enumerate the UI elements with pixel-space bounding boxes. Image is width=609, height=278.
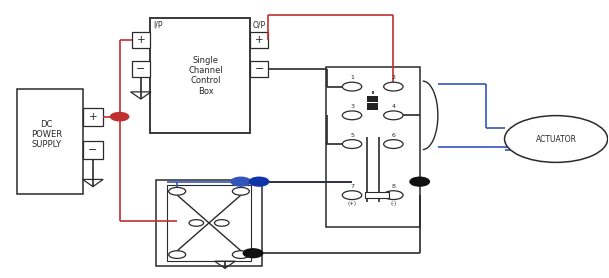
Bar <box>156 180 262 265</box>
Text: +: + <box>255 35 263 45</box>
Text: O/P: O/P <box>253 20 266 29</box>
Circle shape <box>169 251 186 259</box>
Circle shape <box>243 249 262 258</box>
Circle shape <box>384 111 403 120</box>
Circle shape <box>342 140 362 148</box>
Bar <box>83 141 103 159</box>
Circle shape <box>233 251 249 259</box>
Circle shape <box>233 187 249 195</box>
Circle shape <box>410 177 429 186</box>
Circle shape <box>110 113 128 121</box>
Text: +: + <box>89 112 97 122</box>
Circle shape <box>249 177 269 186</box>
Text: −: − <box>88 145 97 155</box>
Circle shape <box>342 111 362 120</box>
Circle shape <box>342 82 362 91</box>
Text: 6: 6 <box>392 133 395 138</box>
Circle shape <box>384 82 403 91</box>
Text: I/P: I/P <box>153 20 163 29</box>
Text: 8: 8 <box>392 184 395 189</box>
Text: 1: 1 <box>350 75 354 80</box>
Circle shape <box>189 220 203 226</box>
Text: (+): (+) <box>348 202 356 207</box>
Circle shape <box>231 177 250 186</box>
Text: (-): (-) <box>390 202 396 207</box>
Circle shape <box>169 187 186 195</box>
Circle shape <box>384 191 403 200</box>
Bar <box>167 185 251 261</box>
Bar <box>132 32 150 48</box>
Bar <box>326 68 420 227</box>
Text: ACTUATOR: ACTUATOR <box>535 135 577 143</box>
Bar <box>250 32 268 48</box>
Circle shape <box>342 191 362 200</box>
Bar <box>250 61 268 77</box>
Bar <box>365 192 389 198</box>
Text: 4: 4 <box>392 104 395 109</box>
Text: +: + <box>136 35 145 45</box>
Text: 2: 2 <box>392 75 395 80</box>
Circle shape <box>504 116 608 162</box>
Bar <box>16 90 83 194</box>
Text: Single
Channel
Control
Box: Single Channel Control Box <box>189 56 224 96</box>
Bar <box>367 103 378 110</box>
Bar <box>367 96 378 102</box>
Bar <box>83 108 103 126</box>
Circle shape <box>384 140 403 148</box>
Text: 3: 3 <box>350 104 354 109</box>
Text: DC
POWER
SUPPLY: DC POWER SUPPLY <box>31 120 62 149</box>
Text: −: − <box>255 64 264 74</box>
Text: 7: 7 <box>350 184 354 189</box>
Bar <box>150 18 250 133</box>
Bar <box>132 61 150 77</box>
Text: 5: 5 <box>350 133 354 138</box>
Circle shape <box>214 220 229 226</box>
Text: −: − <box>136 64 146 74</box>
